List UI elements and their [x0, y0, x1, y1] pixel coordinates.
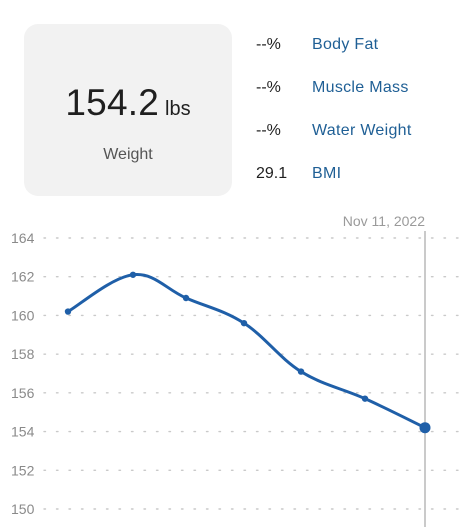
- weight-summary-card: 154.2 lbs Weight: [24, 24, 232, 196]
- metric-link-bmi[interactable]: BMI: [312, 165, 342, 182]
- metric-link-body-fat[interactable]: Body Fat: [312, 36, 379, 53]
- weight-unit: lbs: [165, 98, 191, 120]
- data-point[interactable]: [64, 308, 72, 315]
- y-tick-label: 160: [11, 307, 35, 323]
- selected-date-label: Nov 11, 2022: [343, 213, 425, 229]
- selected-data-point[interactable]: [419, 422, 431, 434]
- weight-data-points: [64, 271, 431, 434]
- data-point[interactable]: [240, 319, 248, 327]
- weight-trend-chart[interactable]: 164 162 160 158 156 154 152 150 Nov 11, 2022: [0, 205, 474, 527]
- data-point[interactable]: [297, 368, 305, 375]
- metric-row-water-weight[interactable]: --% Water Weight: [256, 116, 466, 159]
- metric-value: --%: [256, 122, 281, 139]
- metric-row-bmi[interactable]: 29.1 BMI: [256, 159, 466, 202]
- weight-readout: 154.2 lbs: [24, 82, 232, 124]
- y-tick-label: 156: [11, 385, 35, 401]
- metric-link-muscle-mass[interactable]: Muscle Mass: [312, 79, 409, 96]
- y-tick-label: 158: [11, 346, 35, 362]
- y-tick-label: 150: [11, 501, 35, 517]
- weight-series-line: [66, 273, 427, 430]
- metric-row-muscle-mass[interactable]: --% Muscle Mass: [256, 73, 466, 116]
- y-tick-label: 152: [11, 462, 35, 478]
- metric-row-body-fat[interactable]: --% Body Fat: [256, 30, 466, 73]
- y-tick-label: 154: [11, 424, 35, 440]
- data-point[interactable]: [361, 395, 369, 402]
- y-tick-label: 164: [11, 230, 35, 246]
- metric-link-water-weight[interactable]: Water Weight: [312, 122, 412, 139]
- data-point[interactable]: [182, 294, 190, 302]
- weight-value: 154.2: [65, 82, 159, 123]
- metric-value: --%: [256, 79, 281, 96]
- y-tick-label: 162: [11, 269, 35, 285]
- data-point[interactable]: [129, 271, 137, 278]
- body-metrics-list: --% Body Fat --% Muscle Mass --% Water W…: [256, 30, 466, 202]
- weight-label: Weight: [103, 146, 153, 163]
- metric-value: --%: [256, 36, 281, 53]
- metric-value: 29.1: [256, 165, 288, 182]
- chart-gridlines: [43, 237, 467, 510]
- y-axis-ticks: 164 162 160 158 156 154 152 150: [11, 230, 35, 517]
